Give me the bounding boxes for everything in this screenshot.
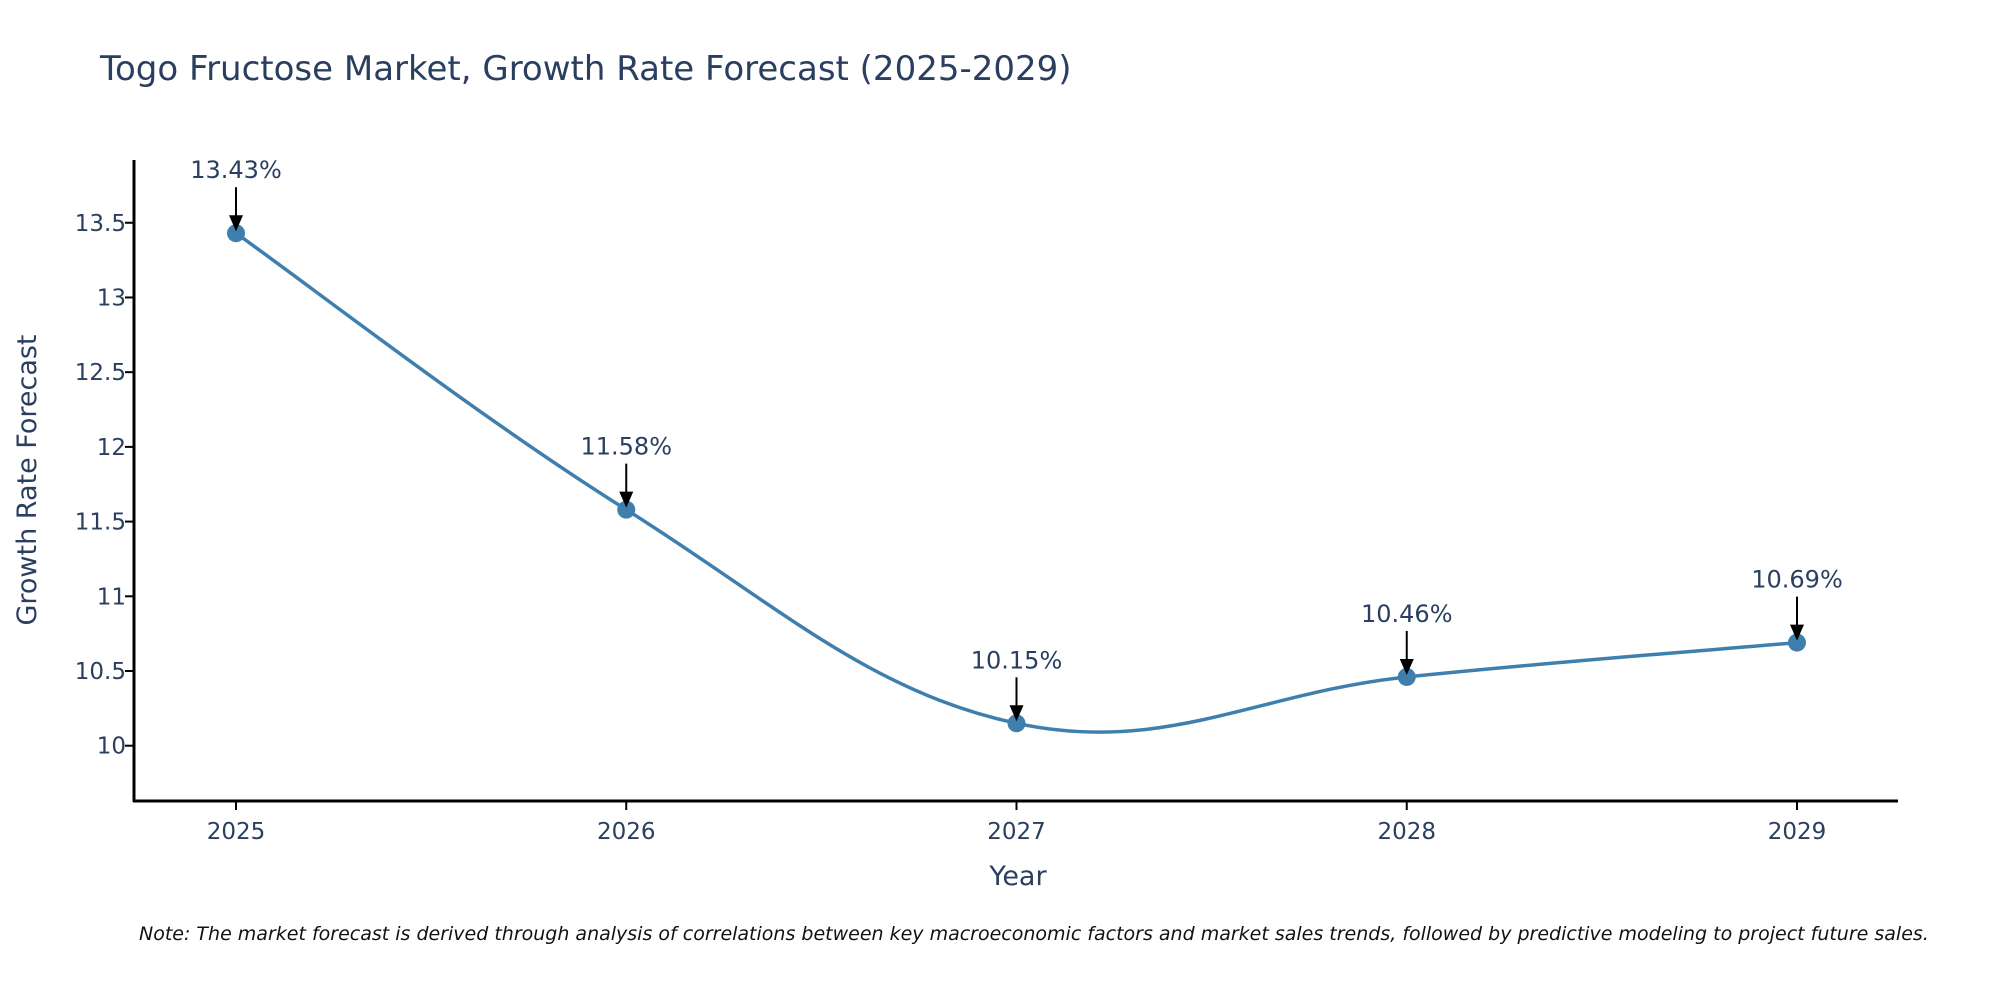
y-axis-title: Growth Rate Forecast [12,334,43,625]
data-point [1007,714,1026,733]
data-label: 13.43% [190,156,282,184]
y-tick-label: 10.5 [75,659,126,685]
data-annotations: 13.43% 11.58% 10.15% 10.46% 10.69% [190,156,1843,722]
data-label: 10.15% [971,646,1063,674]
data-label: 10.46% [1361,600,1453,628]
x-tick-label: 2027 [987,819,1046,845]
data-label: 11.58% [580,433,672,461]
y-axis-ticks: 10 10.5 11 11.5 12 12.5 13 13.5 [75,211,134,760]
y-tick-label: 13 [97,285,126,311]
chart-title: Togo Fructose Market, Growth Rate Foreca… [99,49,1072,89]
annotation-arrow-head [229,215,243,232]
y-tick-label: 11 [97,584,126,610]
data-point [617,500,636,519]
data-point [227,224,245,243]
series-line [234,231,1798,734]
y-tick-label: 12.5 [75,360,126,386]
x-axis-title: Year [988,861,1047,892]
footnote: Note: The market forecast is derived thr… [139,923,1929,945]
data-markers [227,224,1806,733]
x-tick-label: 2025 [207,819,266,845]
x-tick-label: 2026 [597,819,656,845]
x-tick-label: 2029 [1768,819,1827,845]
annotation-arrow-head [1009,705,1024,722]
data-label: 10.69% [1751,566,1843,594]
annotation-arrow-head [619,491,634,508]
annotation-arrow-head [1790,624,1804,641]
y-tick-label: 10 [97,734,126,760]
y-tick-label: 13.5 [75,211,126,237]
data-point [1788,633,1806,652]
y-tick-label: 12 [97,435,126,461]
data-point [1397,667,1416,686]
y-tick-label: 11.5 [75,510,126,536]
x-axis-ticks: 2025 2026 2027 2028 2029 [207,801,1827,845]
annotation-arrow-head [1399,658,1414,675]
x-tick-label: 2028 [1377,819,1436,845]
